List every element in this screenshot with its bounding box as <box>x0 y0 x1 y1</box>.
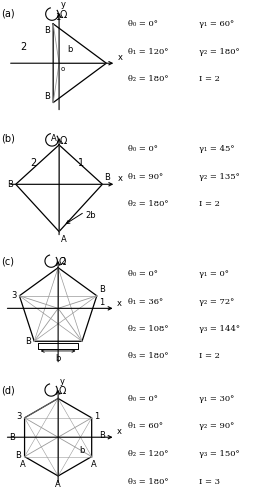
Text: θ₀ = 0°: θ₀ = 0° <box>128 20 158 28</box>
Text: 3: 3 <box>11 292 16 300</box>
Text: b: b <box>67 45 72 54</box>
Text: 2b: 2b <box>86 211 96 220</box>
Text: γ₂ = 180°: γ₂ = 180° <box>199 48 240 56</box>
Text: x: x <box>117 428 122 436</box>
Text: 1: 1 <box>55 13 60 22</box>
Text: B: B <box>99 285 105 294</box>
Text: B: B <box>104 174 110 182</box>
Text: (c): (c) <box>1 256 14 266</box>
Text: x: x <box>118 174 123 184</box>
Text: γ₁ = 30°: γ₁ = 30° <box>199 395 235 403</box>
Text: 3: 3 <box>16 412 22 421</box>
Text: 1: 1 <box>94 412 100 421</box>
Text: γ₂ = 135°: γ₂ = 135° <box>199 172 240 180</box>
Text: θ₃ = 180°: θ₃ = 180° <box>128 478 169 486</box>
Text: 1: 1 <box>78 158 84 168</box>
Text: θ₁ = 36°: θ₁ = 36° <box>128 298 164 306</box>
Text: B: B <box>25 337 31 346</box>
Text: B: B <box>99 431 105 440</box>
Text: A: A <box>20 460 25 469</box>
Text: θ₃ = 180°: θ₃ = 180° <box>128 352 169 360</box>
Text: B: B <box>10 432 16 442</box>
Text: B: B <box>44 92 50 100</box>
Text: A: A <box>55 480 61 489</box>
Text: 1: 1 <box>100 298 105 306</box>
Text: γ₂ = 72°: γ₂ = 72° <box>199 298 235 306</box>
Text: A: A <box>61 234 67 244</box>
Text: $\Omega$: $\Omega$ <box>59 134 68 146</box>
Text: γ₁ = 0°: γ₁ = 0° <box>199 270 229 278</box>
Text: θ₀ = 0°: θ₀ = 0° <box>128 270 158 278</box>
Text: A: A <box>51 134 57 143</box>
Text: A: A <box>91 460 96 469</box>
Text: (b): (b) <box>1 134 15 144</box>
Text: x: x <box>118 54 123 62</box>
Text: b: b <box>79 446 85 456</box>
Text: I = 2: I = 2 <box>199 75 220 83</box>
Text: θ₁ = 90°: θ₁ = 90° <box>128 172 164 180</box>
Text: γ₁ = 60°: γ₁ = 60° <box>199 20 235 28</box>
Text: γ₃ = 144°: γ₃ = 144° <box>199 325 240 333</box>
Text: I = 3: I = 3 <box>199 478 220 486</box>
Text: B: B <box>16 452 22 460</box>
Text: θ₀ = 0°: θ₀ = 0° <box>128 145 158 153</box>
Text: θ₀ = 0°: θ₀ = 0° <box>128 395 158 403</box>
Text: θ₂ = 120°: θ₂ = 120° <box>128 450 169 458</box>
Text: $\Omega$: $\Omega$ <box>59 8 68 20</box>
Text: y: y <box>60 377 65 386</box>
Text: θ₂ = 180°: θ₂ = 180° <box>128 75 169 83</box>
Text: θ₂ = 180°: θ₂ = 180° <box>128 200 169 208</box>
Text: θ₁ = 60°: θ₁ = 60° <box>128 422 163 430</box>
Text: o: o <box>61 66 65 72</box>
Text: B: B <box>7 180 13 189</box>
Text: θ₁ = 120°: θ₁ = 120° <box>128 48 169 56</box>
Text: (d): (d) <box>1 386 14 396</box>
Text: x: x <box>117 298 122 308</box>
Text: γ₃ = 150°: γ₃ = 150° <box>199 450 240 458</box>
Text: b: b <box>55 354 61 362</box>
Text: 2: 2 <box>60 257 66 266</box>
Text: I = 2: I = 2 <box>199 352 220 360</box>
Text: I = 2: I = 2 <box>199 200 220 208</box>
Text: γ₁ = 45°: γ₁ = 45° <box>199 145 235 153</box>
Text: γ₂ = 90°: γ₂ = 90° <box>199 422 235 430</box>
Text: $\Omega$: $\Omega$ <box>58 384 67 396</box>
Text: (a): (a) <box>1 9 14 19</box>
Text: 2: 2 <box>20 42 27 52</box>
Text: $\Omega$: $\Omega$ <box>58 255 67 267</box>
Text: θ₂ = 108°: θ₂ = 108° <box>128 325 169 333</box>
Text: y: y <box>61 0 66 10</box>
Text: B: B <box>44 26 50 35</box>
Text: 2: 2 <box>30 158 37 168</box>
